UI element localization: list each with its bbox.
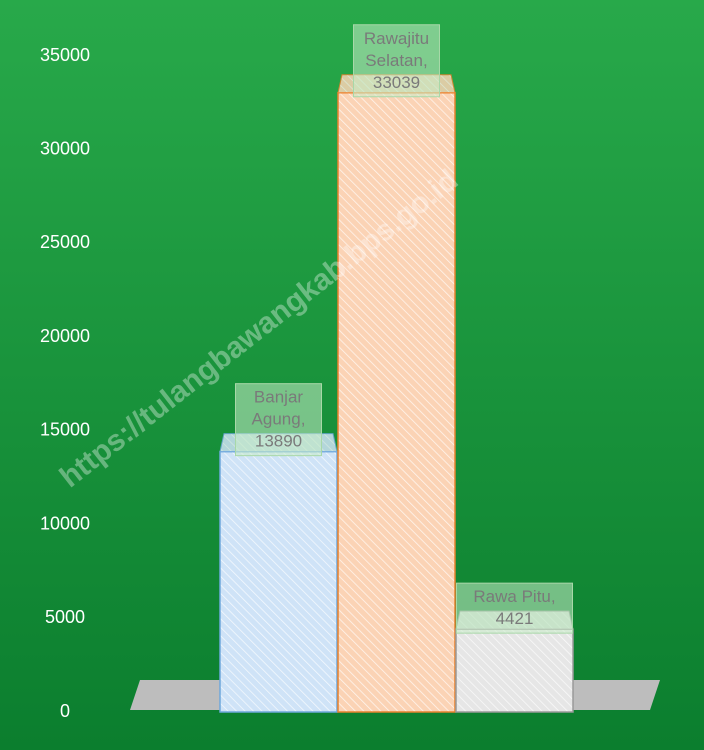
y-tick-label: 15000 (40, 420, 90, 440)
data-label: Rawajitu Selatan, 33039 (353, 24, 440, 98)
bar (455, 628, 574, 713)
y-tick-label: 0 (60, 701, 70, 721)
y-tick-label: 10000 (40, 513, 90, 533)
y-tick-label: 35000 (40, 45, 90, 65)
y-tick-label: 25000 (40, 232, 90, 252)
y-tick-label: 30000 (40, 138, 90, 158)
data-label-text: Rawa Pitu, 4421 (473, 588, 555, 629)
bar (219, 450, 338, 713)
label-box (456, 582, 573, 634)
y-tick-label: 5000 (45, 607, 85, 627)
data-label: Banjar Agung, 13890 (235, 383, 322, 457)
y-tick-label: 20000 (40, 326, 90, 346)
data-label: Rawa Pitu, 4421 (456, 582, 573, 634)
label-box (235, 383, 322, 457)
label-box (353, 24, 440, 98)
data-label-text: Banjar Agung, 13890 (252, 388, 306, 451)
data-label-text: Rawajitu Selatan, 33039 (364, 29, 429, 92)
bar (337, 92, 456, 713)
